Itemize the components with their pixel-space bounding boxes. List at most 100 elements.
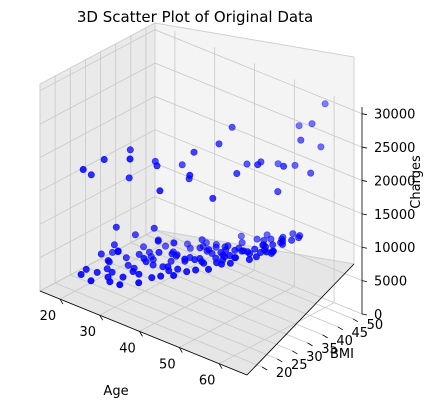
z-tick-label: 25000 [374, 141, 415, 156]
data-point [82, 265, 90, 273]
gridlines [39, 27, 363, 368]
data-point [321, 100, 329, 108]
data-point [155, 248, 163, 256]
z-tick-mark [361, 180, 368, 182]
data-point [154, 237, 162, 245]
data-point [186, 244, 194, 252]
data-point [167, 257, 175, 265]
y-tick-mark [261, 366, 268, 371]
y-tick-label: 50 [367, 318, 384, 333]
data-point [192, 266, 200, 274]
data-point [131, 231, 139, 239]
data-point [156, 187, 164, 195]
data-point [112, 223, 120, 231]
data-point [280, 162, 288, 170]
data-point [148, 274, 156, 282]
data-point [114, 248, 122, 256]
data-point [238, 239, 246, 247]
data-point [110, 241, 118, 249]
data-point [190, 148, 198, 156]
data-point [103, 265, 111, 273]
data-point [200, 259, 208, 267]
y-tick-mark [322, 334, 328, 339]
data-point [183, 268, 191, 276]
tick-labels: 2030405060202530354045500500010000150002… [40, 108, 416, 389]
y-tick-label: 25 [291, 358, 308, 373]
data-point [288, 236, 296, 244]
data-point [122, 254, 130, 262]
data-point [231, 246, 239, 254]
data-point [191, 256, 199, 264]
z-gridline [39, 62, 363, 148]
data-point [232, 254, 240, 262]
data-point [116, 281, 124, 289]
data-point [209, 194, 217, 202]
z-tick-mark [361, 313, 368, 316]
data-point [104, 257, 112, 265]
data-point [196, 244, 204, 252]
data-point [274, 188, 282, 196]
data-point [150, 224, 158, 232]
data-point [243, 160, 251, 168]
y-tick-label: 30 [306, 350, 323, 365]
x-tick-label: 20 [40, 309, 57, 324]
data-point [246, 250, 254, 258]
data-point [228, 123, 236, 131]
data-point [267, 249, 275, 257]
data-point [278, 240, 286, 248]
z-tick-mark [361, 213, 368, 216]
z-tick-label: 0 [374, 308, 382, 323]
data-point [178, 161, 186, 169]
z-tick-label: 30000 [374, 108, 415, 123]
z-gridline [39, 29, 363, 115]
y-tick-label: 35 [321, 342, 338, 357]
z-axis-label: Charges [409, 155, 424, 209]
data-point [135, 250, 143, 258]
z-tick-label: 5000 [374, 275, 407, 290]
data-point [135, 279, 143, 287]
z-tick-label: 10000 [374, 241, 415, 256]
data-point [125, 174, 133, 182]
data-point [157, 272, 165, 280]
data-point [254, 161, 262, 169]
data-point [295, 122, 303, 130]
data-point [226, 259, 234, 267]
x-tick-label: 40 [119, 341, 136, 356]
data-point [186, 171, 194, 179]
data-point [93, 268, 101, 276]
x-axis-label: Age [103, 384, 128, 399]
data-point [233, 170, 241, 178]
z-gridline [39, 96, 363, 181]
data-point [100, 156, 108, 164]
y-tick-label: 20 [276, 366, 293, 381]
x-tick-mark [218, 363, 223, 369]
y-tick-label: 45 [352, 326, 369, 341]
data-point [212, 243, 220, 251]
data-point [237, 232, 245, 240]
data-point [170, 239, 178, 247]
x-tick-mark [178, 347, 183, 353]
data-point [135, 270, 143, 278]
data-point [198, 236, 206, 244]
y-tick-mark [292, 350, 298, 355]
y-tick-mark [277, 358, 283, 363]
data-point [218, 260, 226, 268]
data-point [168, 250, 176, 258]
x-tick-label: 30 [79, 325, 96, 340]
y-tick-mark [337, 326, 343, 331]
z-tick-mark [361, 280, 368, 283]
data-point [87, 171, 95, 179]
data-point [140, 255, 148, 263]
x-tick-label: 60 [199, 374, 216, 389]
data-point [140, 243, 148, 251]
data-points [77, 100, 329, 289]
data-point [308, 120, 316, 128]
data-point [215, 140, 223, 148]
data-point [307, 169, 315, 177]
data-point [245, 255, 253, 263]
data-point [205, 265, 213, 273]
data-point [97, 250, 105, 258]
chart-title: 3D Scatter Plot of Original Data [77, 8, 313, 26]
data-point [87, 277, 95, 285]
